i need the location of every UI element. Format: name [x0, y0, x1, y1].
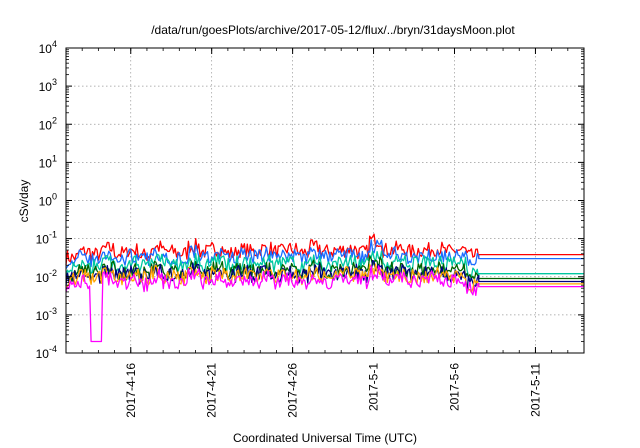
y-tick-label: 10-1: [36, 230, 57, 247]
x-axis: 2017-4-16 2017-4-21 2017-4-26 2017-5-1 2017-…: [81, 48, 569, 418]
x-tick-label: 2017-4-16: [124, 363, 138, 418]
x-axis-label: Coordinated Universal Time (UTC): [233, 431, 417, 445]
x-tick-label: 2017-5-1: [367, 363, 381, 411]
x-tick-label: 2017-4-21: [205, 363, 219, 418]
series-line: [65, 265, 584, 343]
y-tick-label: 101: [39, 153, 57, 170]
y-axis: 10-4 10-3 10-2 10-1 100 101 102 103 104: [36, 39, 584, 361]
chart-title: /data/run/goesPlots/archive/2017-05-12/f…: [151, 23, 515, 37]
y-tick-label: 102: [39, 115, 57, 132]
y-axis-label: cSv/day: [17, 180, 31, 223]
series-line: [65, 239, 584, 269]
y-tick-label: 100: [39, 192, 57, 209]
y-tick-label: 10-4: [36, 344, 57, 361]
series-layer: [65, 233, 584, 343]
x-tick-label: 2017-5-11: [528, 363, 542, 417]
y-tick-label: 103: [39, 77, 57, 94]
y-tick-label: 10-2: [36, 268, 57, 285]
y-tick-label: 10-3: [36, 306, 57, 323]
y-tick-label: 104: [39, 39, 57, 56]
x-tick-label: 2017-4-26: [286, 363, 300, 418]
x-tick-label: 2017-5-6: [448, 363, 462, 411]
series-line: [65, 263, 584, 294]
series-line: [65, 233, 584, 265]
grid: [66, 47, 584, 354]
